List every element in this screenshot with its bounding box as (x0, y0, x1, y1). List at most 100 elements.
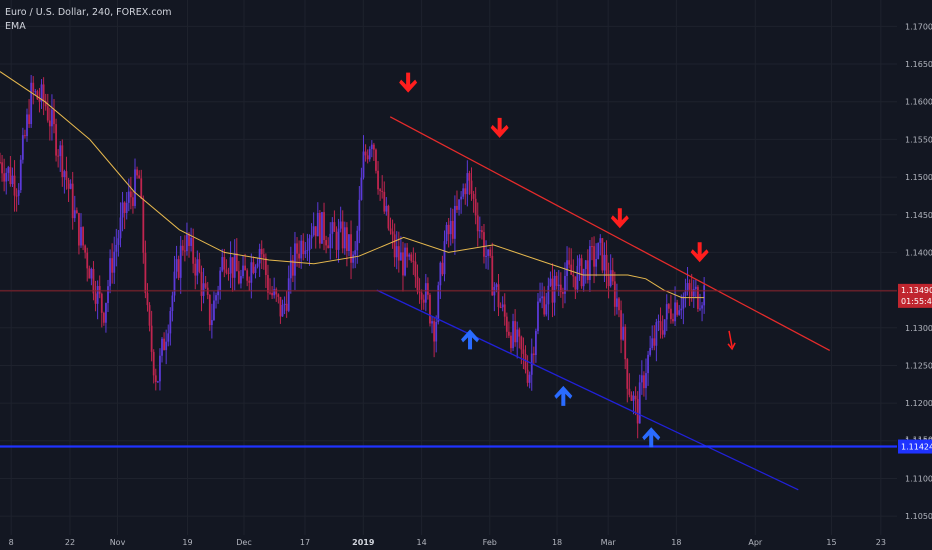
candle-body-up (250, 262, 253, 283)
candle-body-down (136, 169, 138, 176)
candle-body-down (275, 289, 278, 295)
support-trendline[interactable] (376, 289, 799, 491)
candle-body-up (329, 233, 332, 249)
candle-body-up (289, 259, 292, 279)
candle-body-down (620, 310, 622, 340)
candle-body-up (219, 270, 222, 290)
candle-body-up (308, 238, 311, 251)
candle-body-up (229, 257, 232, 274)
candle-body-down (410, 254, 413, 261)
candle-body-up (30, 82, 33, 125)
candle-body-up (352, 254, 355, 263)
up-arrow-icon (554, 385, 573, 406)
candle-body-up (169, 311, 172, 334)
candle-body-down (146, 293, 149, 306)
x-tick-label: 23 (876, 538, 886, 547)
candle-body-down (480, 230, 483, 233)
candle-body-down (414, 261, 417, 277)
candle-body-down (335, 231, 338, 250)
candle-body-down (32, 82, 35, 92)
candle-body-down (204, 283, 207, 288)
candle-body-down (468, 173, 471, 181)
down-arrow-icon (690, 242, 709, 263)
y-tick-label: 1.14000 (905, 248, 932, 257)
candle-body-down (526, 369, 529, 383)
candle-body-down (636, 399, 639, 424)
candle-body-up (59, 145, 62, 157)
candle-body-down (366, 155, 369, 160)
candle-body-up (599, 238, 602, 243)
candle-body-up (640, 375, 643, 383)
candle-body-down (618, 298, 620, 311)
candle-body-down (397, 246, 400, 261)
candle-body-down (562, 292, 564, 294)
x-tick-label: 18 (671, 538, 681, 547)
candle-body-up (609, 270, 612, 287)
candle-body-down (88, 268, 91, 279)
candle-body-down (393, 234, 396, 258)
candle-body-up (186, 234, 188, 252)
x-tick-label: 18 (552, 538, 562, 547)
candle-body-up (487, 249, 490, 256)
candle-body-down (264, 257, 267, 276)
candle-body-up (399, 252, 402, 261)
support-price-tag (898, 439, 932, 454)
candle-body-down (653, 338, 656, 346)
x-tick-label: 22 (65, 538, 75, 547)
candle-body-down (661, 330, 664, 335)
candle-body-up (584, 260, 587, 269)
down-arrow-shape (490, 117, 509, 138)
x-tick-label: 8 (9, 538, 14, 547)
candle-body-up (109, 258, 111, 287)
candle-body-down (514, 321, 517, 343)
candle-body-up (680, 308, 683, 311)
x-tick-label: Feb (483, 538, 497, 547)
candle-body-down (248, 280, 251, 283)
candle-body-down (57, 155, 60, 157)
candle-body-down (375, 149, 377, 171)
candle-body-down (607, 276, 610, 287)
candle-body-down (659, 321, 662, 331)
candle-body-up (674, 302, 676, 322)
candle-body-down (690, 289, 693, 297)
candle-body-down (522, 349, 525, 354)
candle-body-down (341, 221, 344, 249)
candle-body-down (208, 294, 211, 325)
candle-body-down (183, 250, 186, 252)
candle-body-up (11, 175, 14, 185)
candle-body-down (100, 293, 103, 313)
indicator-label[interactable]: EMA (5, 21, 26, 32)
candle-body-down (474, 198, 477, 216)
candle-body-up (21, 135, 24, 160)
resistance-trendline[interactable] (389, 116, 831, 351)
candle-body-down (379, 189, 382, 191)
candle-body-down (154, 375, 157, 382)
candle-body-down (71, 183, 74, 219)
candle-body-down (325, 240, 328, 246)
candle-body-down (177, 259, 180, 278)
candle-body-up (281, 304, 284, 317)
up-arrow-shape (554, 385, 573, 406)
symbol-title[interactable]: Euro / U.S. Dollar, 240, FOREX.com (5, 7, 172, 18)
candle-body-up (339, 221, 342, 229)
y-tick-label: 1.11000 (905, 474, 932, 483)
candle-body-down (543, 296, 546, 315)
candle-body-down (372, 144, 375, 150)
candle-body-down (138, 175, 141, 179)
candle-body-down (510, 335, 512, 349)
candle-body-up (105, 303, 107, 323)
candle-body-up (460, 196, 463, 200)
candle-body-up (638, 382, 641, 424)
candle-body-up (156, 381, 159, 383)
candle-body-up (368, 149, 371, 160)
candle-body-up (40, 84, 43, 102)
candle-body-up (304, 250, 307, 255)
candle-body-up (678, 310, 681, 315)
candle-body-up (485, 255, 487, 257)
candle-body-up (651, 338, 654, 348)
candle-body-up (449, 220, 452, 235)
candle-body-down (237, 271, 240, 284)
x-tick-label: 2019 (352, 538, 375, 547)
